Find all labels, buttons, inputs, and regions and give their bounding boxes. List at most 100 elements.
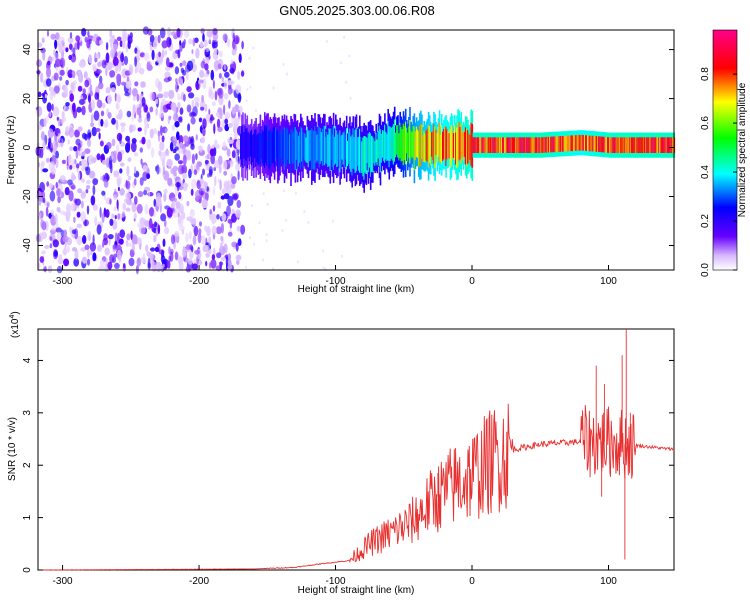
ridge-core bbox=[376, 139, 379, 166]
noise-blob bbox=[101, 190, 106, 196]
noise-blob bbox=[146, 251, 151, 257]
noise-blob bbox=[106, 174, 110, 181]
noise-blob bbox=[87, 249, 90, 259]
noise-blob bbox=[125, 79, 132, 89]
noise-blob bbox=[179, 62, 183, 67]
noise-blob bbox=[106, 142, 112, 150]
ridge-core bbox=[517, 137, 519, 153]
noise-speck bbox=[294, 191, 297, 195]
ridge-core bbox=[284, 131, 287, 166]
noise-blob bbox=[224, 71, 230, 78]
noise-blob bbox=[141, 136, 146, 145]
noise-blob bbox=[139, 147, 143, 153]
noise-blob bbox=[44, 265, 47, 273]
noise-blob bbox=[162, 238, 166, 247]
noise-blob bbox=[206, 30, 213, 38]
noise-blob bbox=[137, 191, 144, 198]
noise-blob bbox=[115, 65, 119, 74]
ridge-core bbox=[422, 135, 424, 162]
ridge-core bbox=[537, 137, 539, 153]
ridge-core bbox=[402, 123, 405, 166]
ridge-core bbox=[400, 127, 403, 162]
ridge-core bbox=[426, 128, 429, 162]
noise-blob bbox=[190, 188, 194, 196]
noise-blob bbox=[126, 165, 130, 177]
ridge-core bbox=[573, 135, 575, 151]
noise-blob bbox=[75, 148, 79, 159]
noise-blob bbox=[167, 260, 171, 269]
ridge-core bbox=[355, 127, 358, 172]
ridge-core bbox=[332, 126, 335, 170]
ridge-core bbox=[555, 136, 558, 153]
ridge-core bbox=[671, 137, 673, 153]
ridge-core bbox=[467, 130, 469, 164]
bottom-x-tick-label: -100 bbox=[326, 576, 346, 587]
ridge-core bbox=[272, 127, 275, 163]
ridge-core bbox=[646, 137, 648, 153]
ridge-core bbox=[324, 125, 326, 166]
noise-blob bbox=[82, 256, 87, 264]
ridge-core bbox=[478, 137, 480, 153]
noise-blob bbox=[231, 241, 238, 248]
noise-blob bbox=[176, 131, 180, 141]
ridge-core bbox=[292, 131, 294, 164]
ridge-core bbox=[505, 137, 507, 153]
ridge-core bbox=[567, 135, 570, 152]
ridge-core bbox=[347, 140, 349, 166]
ridge-core bbox=[647, 137, 649, 153]
ridge-core bbox=[610, 137, 612, 153]
noise-blob bbox=[172, 124, 175, 131]
ridge-core bbox=[443, 129, 445, 160]
ridge-core bbox=[372, 136, 374, 173]
ridge-core bbox=[456, 127, 458, 169]
noise-speck bbox=[249, 85, 252, 89]
ridge-core bbox=[495, 137, 498, 153]
noise-blob bbox=[109, 70, 116, 78]
ridge-core bbox=[571, 135, 574, 152]
noise-blob bbox=[226, 205, 231, 217]
noise-blob bbox=[95, 72, 99, 78]
noise-blob bbox=[55, 32, 60, 40]
noise-blob bbox=[208, 249, 212, 254]
ridge-core bbox=[481, 137, 483, 153]
bottom-x-ticks: -300 -200 -100 0 100 bbox=[53, 565, 617, 587]
noise-blob bbox=[183, 39, 186, 45]
noise-blob bbox=[96, 153, 101, 161]
ridge-core bbox=[597, 136, 599, 152]
noise-blob bbox=[155, 108, 158, 116]
noise-blob bbox=[142, 253, 146, 262]
ridge-core bbox=[256, 135, 258, 163]
noise-blob bbox=[56, 231, 62, 242]
ridge-core bbox=[308, 130, 311, 162]
noise-blob bbox=[219, 179, 222, 191]
bottom-y-ticks: 0 1 2 3 4 bbox=[22, 357, 674, 573]
ridge-core bbox=[431, 132, 433, 157]
noise-blob bbox=[222, 160, 228, 171]
snr-series-line bbox=[38, 403, 675, 571]
ridge-core bbox=[374, 141, 376, 166]
noise-blob bbox=[153, 211, 156, 218]
noise-blob bbox=[123, 55, 129, 66]
noise-blob bbox=[207, 144, 211, 154]
noise-blob bbox=[125, 180, 131, 190]
noise-blob bbox=[46, 202, 50, 208]
noise-blob bbox=[108, 237, 111, 246]
ridge-core bbox=[656, 137, 658, 153]
noise-blob bbox=[210, 114, 214, 119]
top-y-tick-label: 40 bbox=[22, 44, 33, 56]
ridge-core bbox=[392, 123, 395, 165]
noise-blob bbox=[190, 116, 196, 125]
ridge-core bbox=[616, 137, 619, 153]
noise-blob bbox=[192, 37, 196, 47]
noise-blob bbox=[232, 39, 236, 50]
noise-blob bbox=[44, 93, 48, 99]
noise-blob bbox=[40, 231, 48, 240]
noise-blob bbox=[182, 172, 188, 179]
ridge-core bbox=[445, 126, 447, 166]
ridge-core bbox=[558, 136, 561, 152]
noise-blob bbox=[172, 210, 179, 219]
noise-blob bbox=[166, 207, 173, 218]
noise-blob bbox=[46, 67, 51, 78]
noise-blob bbox=[91, 99, 95, 111]
ridge-core bbox=[368, 132, 371, 168]
